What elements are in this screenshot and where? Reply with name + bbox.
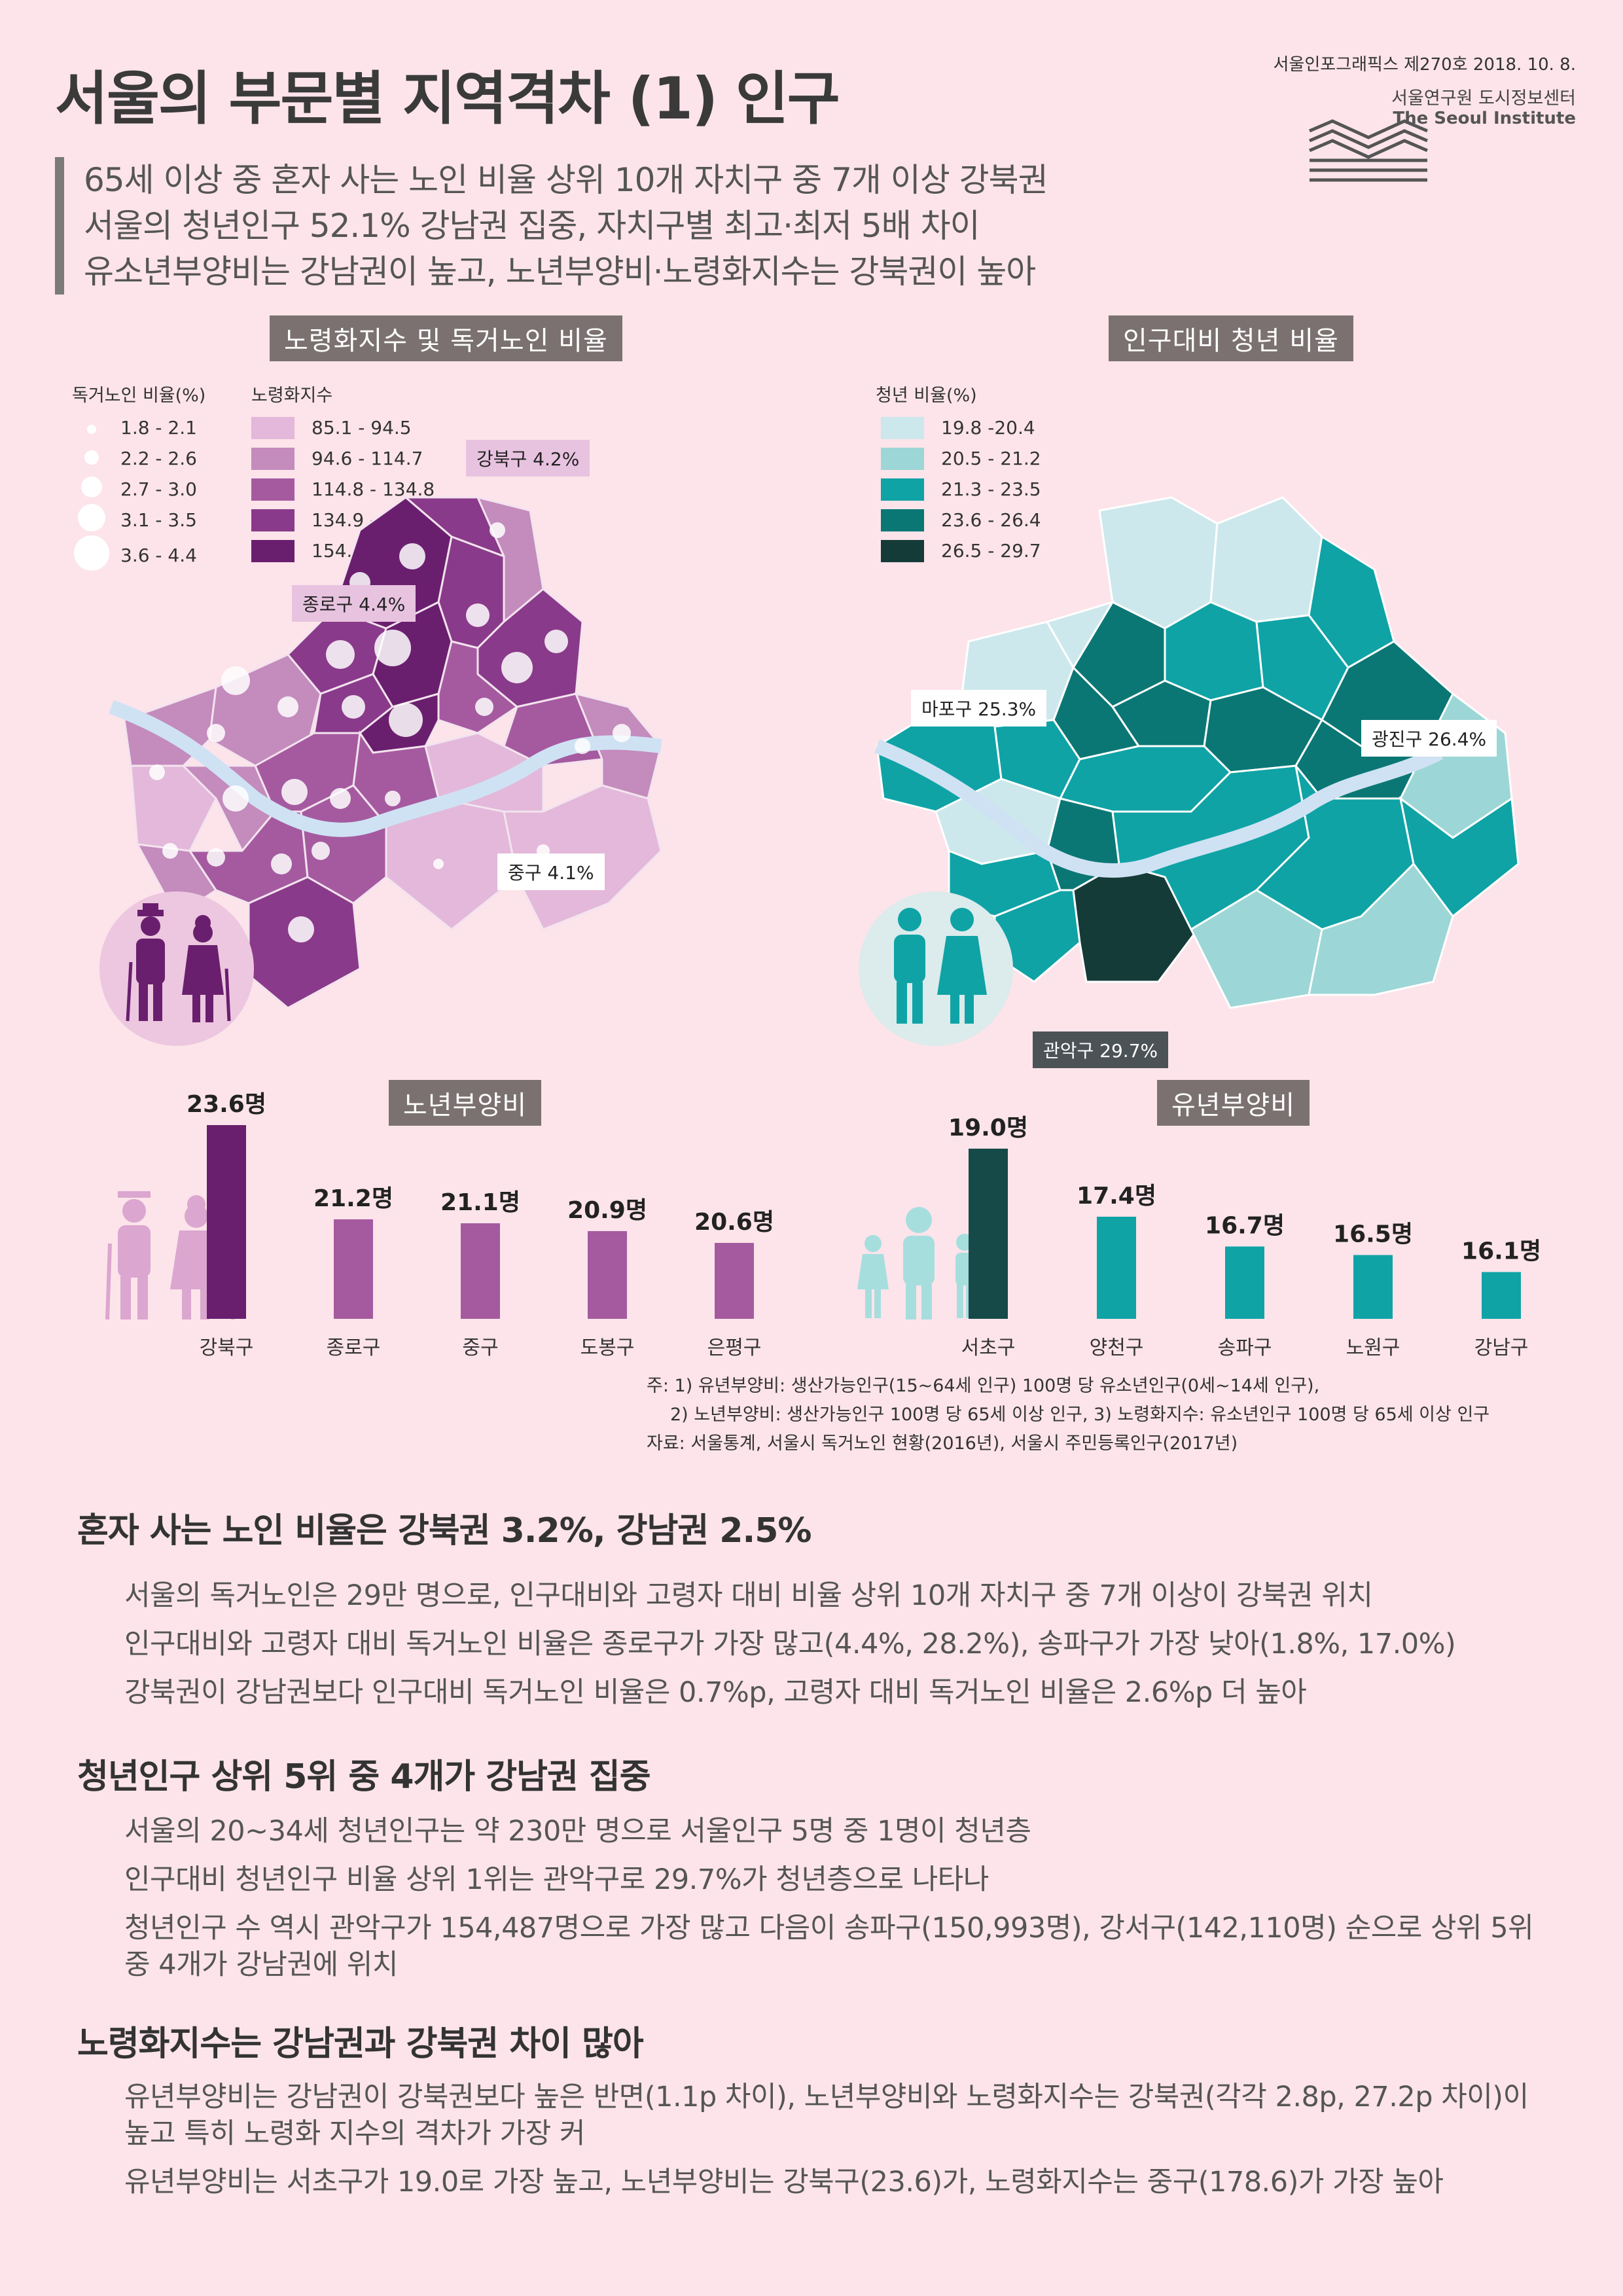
elderly-couple-icon	[99, 891, 254, 1046]
seoul-institute-logo-icon	[1309, 119, 1428, 182]
dot-legend: 1.8 - 2.1 2.2 - 2.6 2.7 - 3.0 3.1 - 3.5 …	[72, 412, 197, 575]
page-title: 서울의 부문별 지역격차 (1) 인구	[55, 65, 840, 132]
bar-노원구	[1353, 1255, 1393, 1319]
bar-category-label: 종로구	[327, 1336, 381, 1359]
dot-legend-label: 2.2 - 2.6	[120, 448, 197, 469]
section-body: 서울의 20~34세 청년인구는 약 230만 명으로 서울인구 5명 중 1명…	[124, 1813, 1551, 1983]
youth-legend-label: 20.5 - 21.2	[941, 448, 1041, 469]
section-para: 유년부양비는 서초구가 19.0로 가장 높고, 노년부양비는 강북구(23.6…	[124, 2166, 1444, 2198]
callout-gwangjin: 광진구 26.4%	[1361, 720, 1497, 757]
notes-block: 주: 1) 유년부양비: 생산가능인구(15~64세 인구) 100명 당 유소…	[647, 1372, 1489, 1458]
bar-서초구	[969, 1149, 1008, 1319]
youth-legend-label: 23.6 - 26.4	[941, 509, 1041, 531]
section-para: 서울의 20~34세 청년인구는 약 230만 명으로 서울인구 5명 중 1명…	[124, 1815, 1031, 1848]
source-line: 자료: 서울통계, 서울시 독거노인 현황(2016년), 서울시 주민등록인구…	[647, 1433, 1238, 1454]
summary-line: 65세 이상 중 혼자 사는 노인 비율 상위 10개 자치구 중 7개 이상 …	[84, 161, 1048, 199]
callout-junggu: 중구 4.1%	[497, 853, 605, 890]
section-heading: 노령화지수는 강남권과 강북권 차이 많아	[77, 2024, 644, 2064]
bar-category-label: 은평구	[707, 1336, 762, 1359]
summary-line: 유소년부양비는 강남권이 높고, 노년부양비·노령화지수는 강북권이 높아	[84, 253, 1036, 291]
youth-legend-label: 26.5 - 29.7	[941, 540, 1041, 562]
dot-legend-label: 2.7 - 3.0	[120, 478, 197, 500]
bar-category-label: 도봉구	[580, 1336, 635, 1359]
tag-youth-ratio: 인구대비 청년 비율	[1109, 315, 1353, 361]
youth-legend: 19.8 -20.4 20.5 - 21.2 21.3 - 23.5 23.6 …	[881, 412, 1041, 566]
bar-value-label: 19.0명	[948, 1115, 1028, 1141]
summary-line: 서울의 청년인구 52.1% 강남권 집중, 자치구별 최고·최저 5배 차이	[84, 207, 980, 245]
callout-gangbuk: 강북구 4.2%	[466, 440, 590, 476]
bar-value-label: 21.2명	[313, 1185, 393, 1212]
dot-legend-title: 독거노인 비율(%)	[72, 386, 206, 406]
bar-value-label: 20.6명	[694, 1209, 774, 1236]
section-para: 인구대비 청년인구 비율 상위 1위는 관악구로 29.7%가 청년층으로 나타…	[124, 1863, 989, 1896]
tag-elderly-dependency: 노년부양비	[389, 1080, 541, 1126]
institute-name-en: The Seoul Institute	[1393, 109, 1576, 128]
callout-jongno: 종로구 4.4%	[292, 585, 416, 622]
tag-aging-index: 노령화지수 및 독거노인 비율	[270, 315, 622, 361]
color-legend-label: 94.6 - 114.7	[312, 448, 423, 469]
bar-category-label: 강남구	[1474, 1336, 1529, 1359]
color-legend-title: 노령화지수	[251, 386, 333, 406]
bar-양천구	[1097, 1217, 1136, 1319]
young-couple-icon	[859, 891, 1013, 1046]
family-icon	[857, 1207, 974, 1319]
dot-legend-label: 3.6 - 4.4	[120, 544, 197, 566]
note-line: 주: 1) 유년부양비: 생산가능인구(15~64세 인구) 100명 당 유소…	[647, 1376, 1320, 1396]
bar-도봉구	[588, 1231, 627, 1319]
dot-legend-label: 1.8 - 2.1	[120, 417, 197, 439]
tag-youth-dependency: 유년부양비	[1157, 1080, 1310, 1126]
bar-category-label: 강북구	[200, 1336, 254, 1359]
callout-gwanak: 관악구 29.7%	[1033, 1031, 1169, 1068]
youth-legend-title: 청년 비율(%)	[876, 386, 977, 406]
bar-category-label: 서초구	[961, 1336, 1016, 1359]
bar-value-label: 16.1명	[1461, 1238, 1541, 1265]
bar-value-label: 23.6명	[187, 1091, 266, 1118]
seoul-map-aging	[109, 495, 662, 1009]
section-body: 서울의 독거노인은 29만 명으로, 인구대비와 고령자 대비 비율 상위 10…	[124, 1577, 1551, 1711]
summary-block: 65세 이상 중 혼자 사는 노인 비율 상위 10개 자치구 중 7개 이상 …	[55, 157, 1048, 295]
bar-강북구	[207, 1125, 246, 1319]
section-para: 강북권이 강남권보다 인구대비 독거노인 비율은 0.7%p, 고령자 대비 독…	[124, 1676, 1307, 1709]
color-legend-label: 85.1 - 94.5	[312, 417, 412, 439]
bar-송파구	[1225, 1246, 1264, 1319]
bar-은평구	[715, 1243, 754, 1319]
youth-legend-label: 21.3 - 23.5	[941, 478, 1041, 500]
bar-강남구	[1482, 1272, 1521, 1319]
callout-mapo: 마포구 25.3%	[911, 690, 1047, 726]
publication-number: 서울인포그래픽스 제270호 2018. 10. 8.	[1273, 55, 1576, 75]
section-heading: 혼자 사는 노인 비율은 강북권 3.2%, 강남권 2.5%	[77, 1511, 812, 1551]
bar-value-label: 16.7명	[1205, 1213, 1285, 1240]
seoul-map-youth	[874, 496, 1520, 1009]
bar-value-label: 17.4명	[1077, 1183, 1156, 1210]
section-para: 유년부양비는 강남권이 강북권보다 높은 반면(1.1p 차이), 노년부양비와…	[124, 2081, 1529, 2150]
section-para: 인구대비와 고령자 대비 독거노인 비율은 종로구가 가장 많고(4.4%, 2…	[124, 1628, 1456, 1660]
section-heading: 청년인구 상위 5위 중 4개가 강남권 집중	[77, 1757, 651, 1797]
section-para: 청년인구 수 역시 관악구가 154,487명으로 가장 많고 다음이 송파구(…	[124, 1912, 1534, 1981]
bar-value-label: 20.9명	[567, 1197, 647, 1224]
bar-category-label: 양천구	[1090, 1336, 1144, 1359]
institute-name: 서울연구원 도시정보센터	[1391, 88, 1576, 109]
note-line: 2) 노년부양비: 생산가능인구 100명 당 65세 이상 인구, 3) 노령…	[670, 1405, 1490, 1425]
bar-종로구	[334, 1219, 373, 1319]
bar-중구	[461, 1223, 500, 1319]
section-body: 유년부양비는 강남권이 강북권보다 높은 반면(1.1p 차이), 노년부양비와…	[124, 2079, 1551, 2200]
dot-legend-label: 3.1 - 3.5	[120, 509, 197, 531]
bar-category-label: 송파구	[1218, 1336, 1272, 1359]
youth-legend-label: 19.8 -20.4	[941, 417, 1035, 439]
bar-category-label: 노원구	[1346, 1336, 1400, 1359]
bar-value-label: 16.5명	[1333, 1221, 1413, 1248]
bar-value-label: 21.1명	[440, 1189, 520, 1216]
bar-category-label: 중구	[462, 1336, 498, 1359]
section-para: 서울의 독거노인은 29만 명으로, 인구대비와 고령자 대비 비율 상위 10…	[124, 1579, 1373, 1612]
